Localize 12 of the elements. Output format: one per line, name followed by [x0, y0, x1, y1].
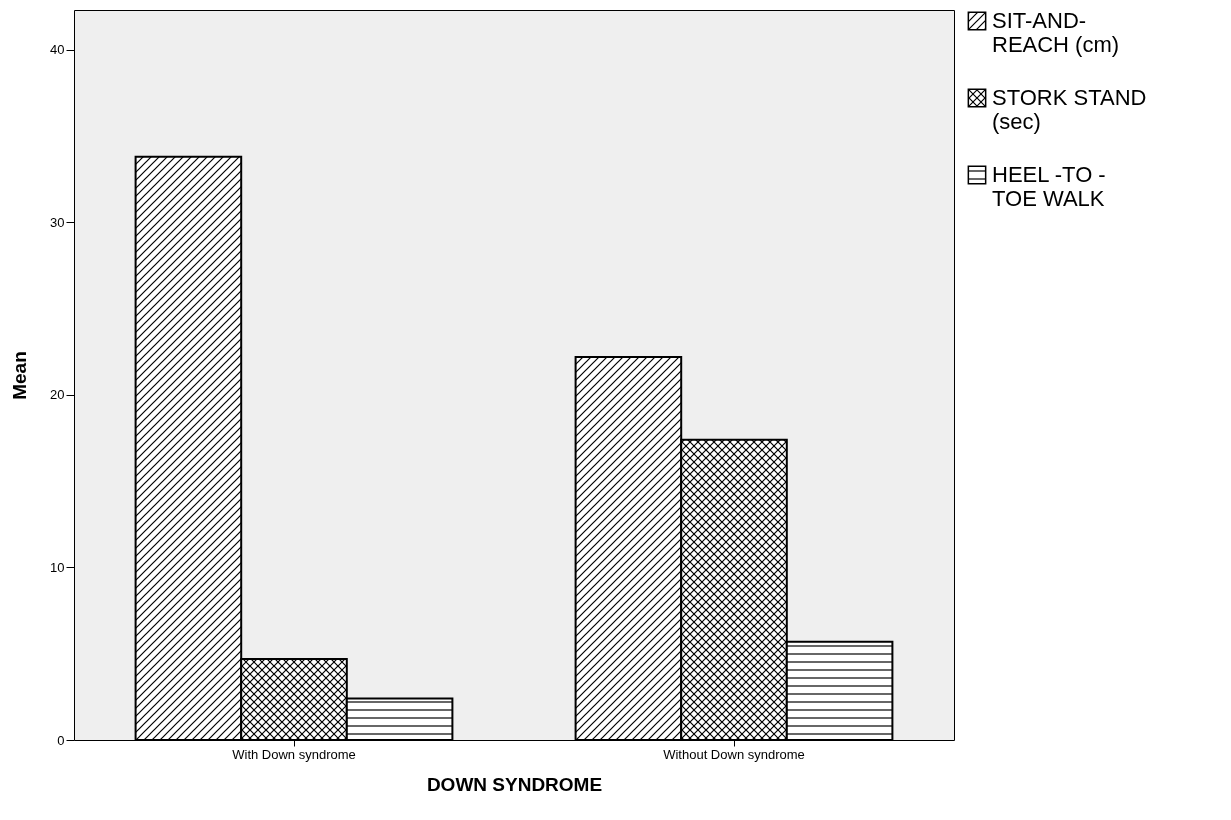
legend-label: SIT-AND-REACH (cm) — [992, 8, 1120, 57]
x-tick-label: With Down syndrome — [232, 746, 356, 762]
y-tick-label: 30 — [50, 214, 65, 230]
y-tick-label: 40 — [50, 42, 65, 58]
y-tick-label: 0 — [57, 732, 65, 748]
y-axis-title: Mean — [9, 351, 31, 400]
x-tick-label: Without Down syndrome — [663, 746, 805, 762]
x-axis-title: DOWN SYNDROME — [426, 773, 603, 795]
legend-label: STORK STAND (sec) — [992, 85, 1147, 134]
y-tick-label: 20 — [50, 387, 65, 403]
y-tick-label: 10 — [50, 559, 65, 575]
legend-label: HEEL -TO -TOE WALK — [992, 162, 1106, 211]
